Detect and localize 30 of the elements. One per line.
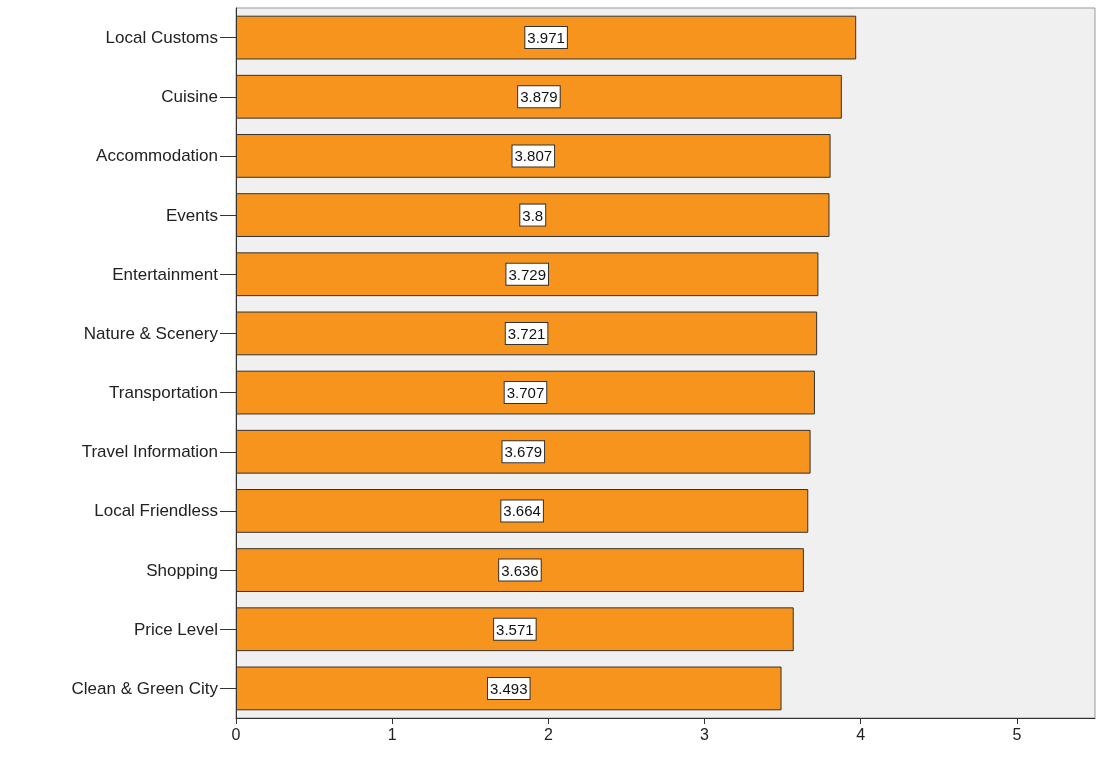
data-label: 3.729 xyxy=(508,265,546,283)
x-tick-label: 4 xyxy=(856,725,866,743)
y-tick-label: Transportation xyxy=(109,383,218,403)
data-label: 3.807 xyxy=(514,147,553,165)
y-tick-label: Clean & Green City xyxy=(71,678,219,698)
y-tick-label: Travel Information xyxy=(81,442,218,462)
x-tick-label: 2 xyxy=(543,725,553,743)
data-label: 3.721 xyxy=(507,324,546,342)
data-label: 3.493 xyxy=(490,679,528,697)
data-label: 3.8 xyxy=(522,206,544,224)
x-tick-label: 3 xyxy=(700,725,710,743)
y-tick-label: Nature & Scenery xyxy=(83,323,219,343)
y-tick-label: Events xyxy=(166,205,218,225)
x-tick-label: 5 xyxy=(1012,725,1022,743)
y-tick-label: Entertainment xyxy=(112,264,219,284)
data-label: 3.571 xyxy=(496,620,534,638)
data-label: 3.679 xyxy=(504,443,543,461)
y-tick-label: Cuisine xyxy=(161,87,218,107)
y-tick-label: Shopping xyxy=(146,560,218,580)
y-tick-label: Local Customs xyxy=(105,28,218,48)
x-tick-label: 1 xyxy=(387,725,397,743)
y-tick-label: Local Friendless xyxy=(94,501,218,521)
data-label: 3.879 xyxy=(520,88,558,106)
x-tick-label: 0 xyxy=(231,725,241,743)
data-label: 3.971 xyxy=(527,29,565,47)
y-tick-label: Accommodation xyxy=(96,146,218,166)
data-label: 3.664 xyxy=(503,502,541,520)
data-label: 3.707 xyxy=(506,384,545,402)
data-label: 3.636 xyxy=(501,561,539,579)
y-tick-label: Price Level xyxy=(133,619,218,639)
